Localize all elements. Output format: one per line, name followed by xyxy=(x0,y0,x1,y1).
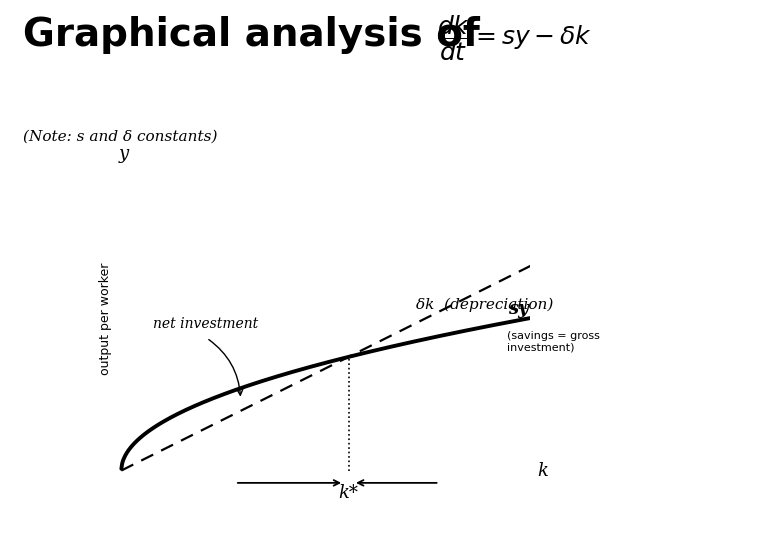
Text: output per worker: output per worker xyxy=(99,263,112,375)
Text: δk  (depreciation): δk (depreciation) xyxy=(416,298,553,312)
Text: $\dfrac{dk}{dt} = sy - \delta k$: $\dfrac{dk}{dt} = sy - \delta k$ xyxy=(437,14,592,63)
Text: k: k xyxy=(537,462,548,480)
Text: (Note: s and δ constants): (Note: s and δ constants) xyxy=(23,130,218,144)
Text: net investment: net investment xyxy=(153,318,257,332)
Text: sy: sy xyxy=(508,300,528,318)
Text: (savings = gross
investment): (savings = gross investment) xyxy=(506,331,599,353)
Text: y: y xyxy=(119,145,129,163)
Text: Graphical analysis of: Graphical analysis of xyxy=(23,16,480,54)
Text: k*: k* xyxy=(339,484,359,502)
